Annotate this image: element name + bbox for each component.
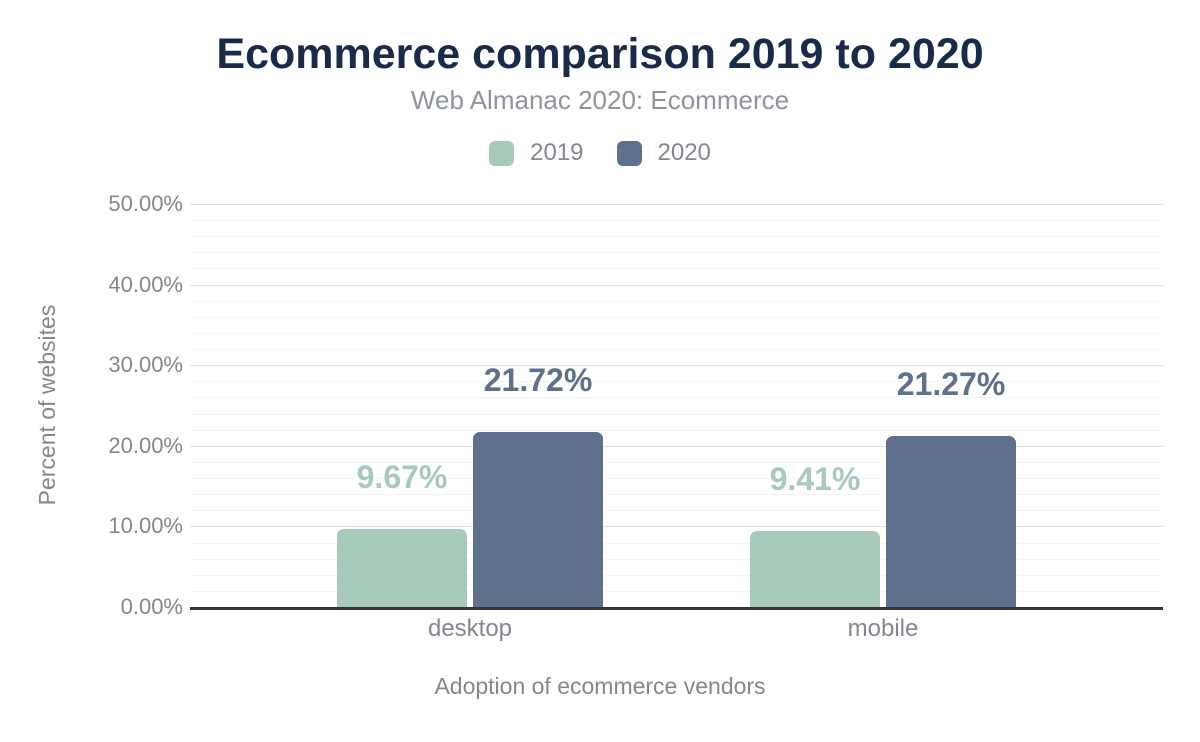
- major-gridline: [190, 365, 1163, 367]
- minor-gridline: [190, 381, 1163, 383]
- legend-label-2020: 2020: [657, 139, 711, 166]
- major-gridline: [190, 445, 1163, 447]
- minor-gridline: [190, 397, 1163, 399]
- legend: 2019 2020: [0, 139, 1200, 167]
- y-tick-label-10.00%: 10.00%: [108, 513, 183, 539]
- minor-gridline: [190, 542, 1163, 544]
- x-tick-label-mobile: mobile: [847, 615, 919, 642]
- legend-label-2019: 2019: [530, 139, 584, 166]
- major-gridline: [190, 204, 1163, 205]
- minor-gridline: [190, 268, 1163, 270]
- minor-gridline: [190, 478, 1163, 480]
- minor-gridline: [190, 332, 1163, 334]
- minor-gridline: [190, 300, 1163, 302]
- y-tick-label-50.00%: 50.00%: [108, 191, 183, 216]
- minor-gridline: [190, 590, 1163, 592]
- value-label-2020-mobile: 21.27%: [896, 365, 1006, 402]
- minor-gridline: [190, 574, 1163, 576]
- minor-gridline: [190, 220, 1163, 222]
- major-gridline: [190, 284, 1163, 286]
- minor-gridline: [190, 429, 1163, 431]
- legend-item-2020: 2020: [616, 139, 711, 167]
- y-axis-title: Percent of websites: [34, 304, 60, 506]
- y-tick-label-20.00%: 20.00%: [108, 432, 183, 458]
- y-tick-label-0.00%: 0.00%: [120, 594, 183, 619]
- minor-gridline: [190, 461, 1163, 463]
- major-gridline: [190, 526, 1163, 528]
- y-tick-label-30.00%: 30.00%: [108, 352, 183, 378]
- x-axis-line: [190, 607, 1163, 610]
- bar-2020-mobile: [886, 435, 1016, 607]
- legend-swatch-2020: [616, 140, 642, 166]
- chart-subtitle: Web Almanac 2020: Ecommerce: [410, 85, 790, 115]
- bar-2020-desktop: [473, 431, 603, 607]
- minor-gridline: [190, 236, 1163, 238]
- minor-gridline: [190, 558, 1163, 560]
- plot-area: 9.67% 21.72% 9.41% 21.27%: [190, 204, 1163, 610]
- bar-2019-mobile: [750, 531, 880, 607]
- legend-item-2019: 2019: [489, 139, 584, 167]
- x-tick-label-desktop: desktop: [427, 615, 513, 642]
- chart-title: Ecommerce comparison 2019 to 2020: [216, 30, 984, 78]
- minor-gridline: [190, 316, 1163, 318]
- legend-swatch-2019: [489, 140, 515, 166]
- minor-gridline: [190, 510, 1163, 512]
- value-label-2020-desktop: 21.72%: [483, 361, 593, 398]
- minor-gridline: [190, 349, 1163, 351]
- value-label-2019-mobile: 9.41%: [769, 461, 861, 498]
- x-axis-title: Adoption of ecommerce vendors: [434, 673, 766, 699]
- y-tick-label-40.00%: 40.00%: [108, 271, 183, 297]
- value-label-2019-desktop: 9.67%: [356, 459, 448, 496]
- minor-gridline: [190, 413, 1163, 415]
- bar-2019-desktop: [337, 529, 467, 607]
- minor-gridline: [190, 494, 1163, 496]
- minor-gridline: [190, 252, 1163, 254]
